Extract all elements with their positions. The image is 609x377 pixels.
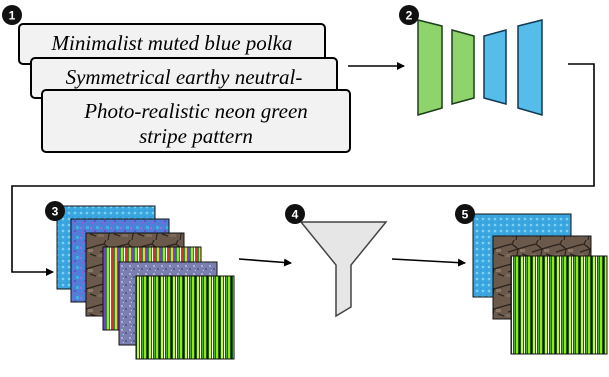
step-badge-3: 3 [45,201,65,221]
step-badge-1: 1 [2,5,22,25]
arrow-model-to-outputs [11,63,595,276]
generated-image-neon-stripes [135,275,235,360]
svg-text:5: 5 [462,208,469,222]
prompt-text-1: Minimalist muted blue polka [51,31,293,55]
prompt-text-2: Symmetrical earthy neutral- [66,65,303,89]
prompt-card-3 [41,89,351,153]
filter-funnel [299,221,388,318]
svg-text:1: 1 [9,9,16,23]
step-badge-5: 5 [455,204,475,224]
svg-text:4: 4 [292,208,299,222]
selected-image-neon-stripes [510,255,608,355]
svg-text:2: 2 [406,9,413,23]
arrow-outputs-to-filter [238,258,292,267]
generated-images-stack [56,205,235,360]
step-badge-4: 4 [285,204,305,224]
prompt-text-3: Photo-realistic neon green [83,99,308,123]
prompt-stack: Minimalist muted blue polka Symmetrical … [18,23,351,153]
selected-images-stack [472,213,608,355]
encoder-decoder-model [417,19,543,116]
encoder-block-1 [417,19,443,116]
arrow-filter-to-selected [391,258,466,267]
svg-text:3: 3 [52,205,59,219]
funnel-icon [299,221,388,318]
decoder-block-1 [483,29,507,105]
encoder-block-2 [451,29,475,105]
decoder-block-2 [517,19,543,116]
step-badge-2: 2 [399,5,419,25]
prompt-text-3b: stripe pattern [139,124,253,148]
